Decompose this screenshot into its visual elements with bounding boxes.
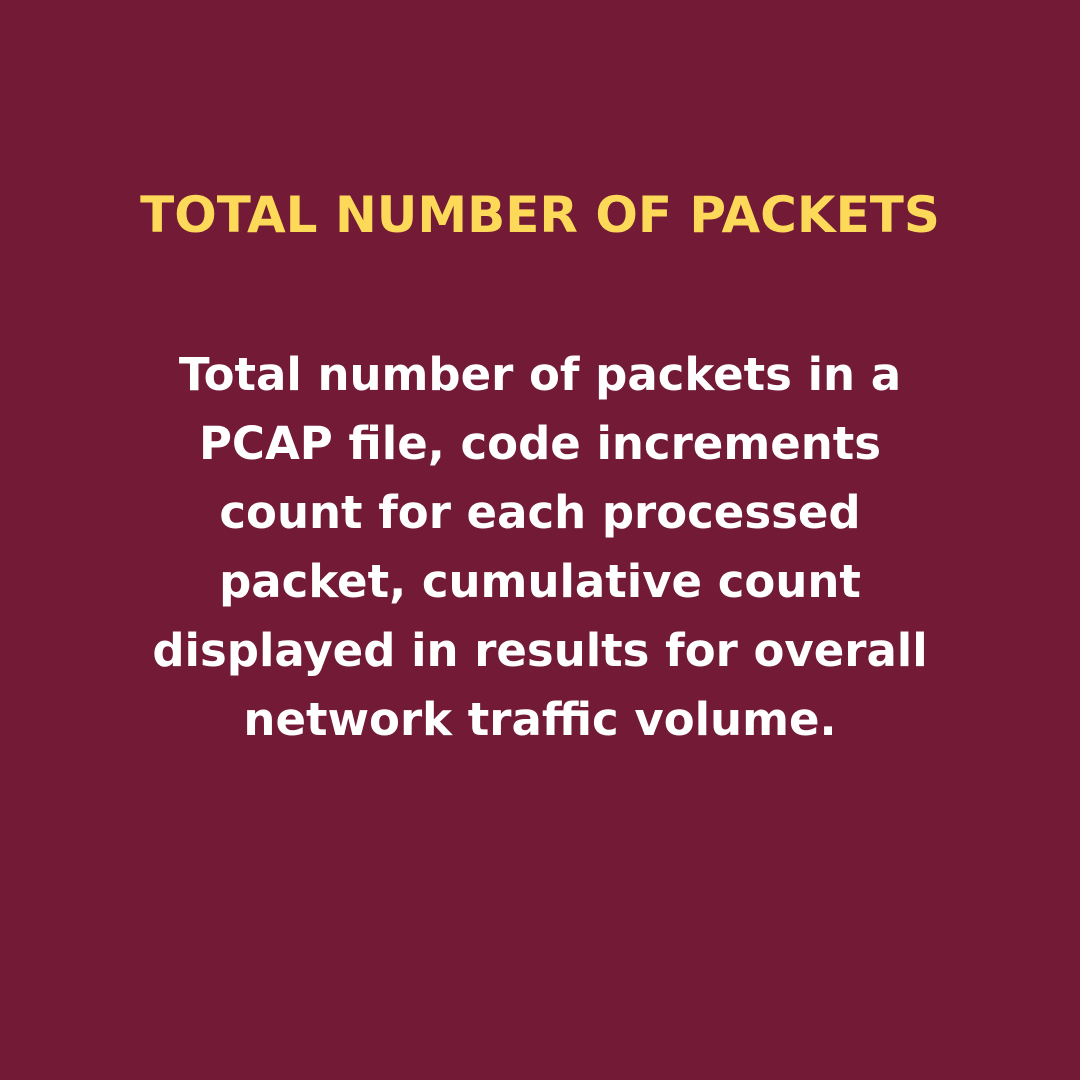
description-line: PCAP file, code increments — [198, 417, 882, 470]
description-line: network traffic volume. — [243, 693, 837, 746]
description-line: Total number of packets in a — [178, 348, 902, 401]
description-line: packet, cumulative count — [219, 555, 861, 608]
slide-description: Total number of packets in a PCAP file, … — [150, 340, 930, 754]
description-line: displayed in results for overall — [152, 624, 928, 677]
slide-title: TOTAL NUMBER OF PACKETS — [140, 186, 940, 244]
description-line: count for each processed — [219, 486, 861, 539]
